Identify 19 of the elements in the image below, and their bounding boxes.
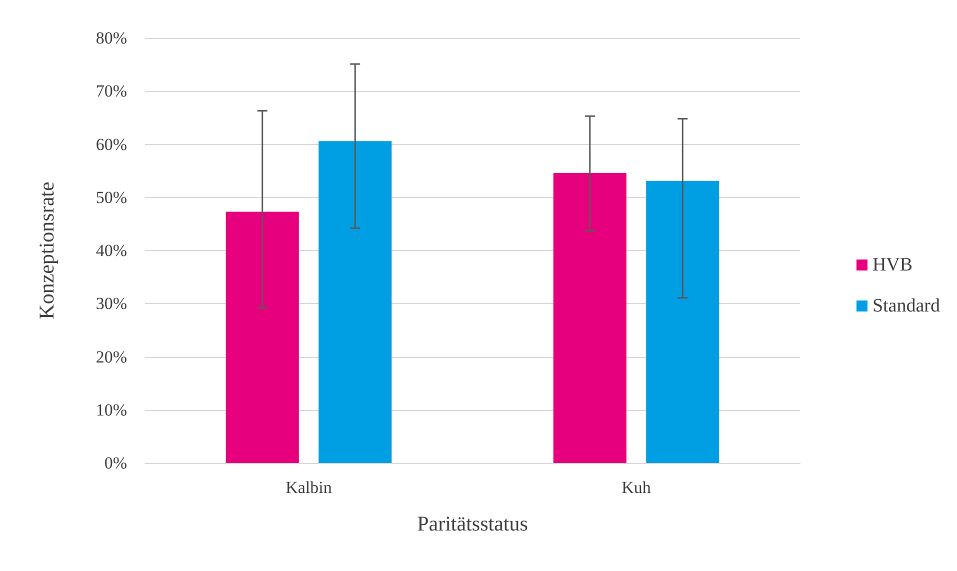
y-tick-label: 60% bbox=[96, 134, 127, 154]
bar bbox=[318, 141, 392, 463]
x-tick-label: Kalbin bbox=[286, 478, 332, 497]
y-tick-label: 30% bbox=[96, 294, 127, 314]
y-tick-label: 80% bbox=[96, 28, 127, 48]
y-tick-label: 40% bbox=[96, 241, 127, 260]
y-tick-label: 20% bbox=[96, 347, 127, 366]
y-tick-label: 0% bbox=[104, 454, 127, 472]
legend-label: Standard bbox=[872, 296, 940, 316]
x-tick-label: Kuh bbox=[622, 478, 652, 497]
legend-label: HVB bbox=[872, 254, 913, 276]
y-tick-label: 10% bbox=[96, 400, 127, 420]
bar bbox=[646, 180, 720, 463]
bar bbox=[553, 172, 626, 463]
y-tick-label: 70% bbox=[96, 82, 127, 101]
x-axis-title: Paritätsstatus bbox=[417, 512, 528, 536]
bar bbox=[226, 212, 299, 463]
y-axis-title: Konzeptionsrate bbox=[34, 182, 58, 320]
y-tick-label: 50% bbox=[96, 188, 127, 207]
